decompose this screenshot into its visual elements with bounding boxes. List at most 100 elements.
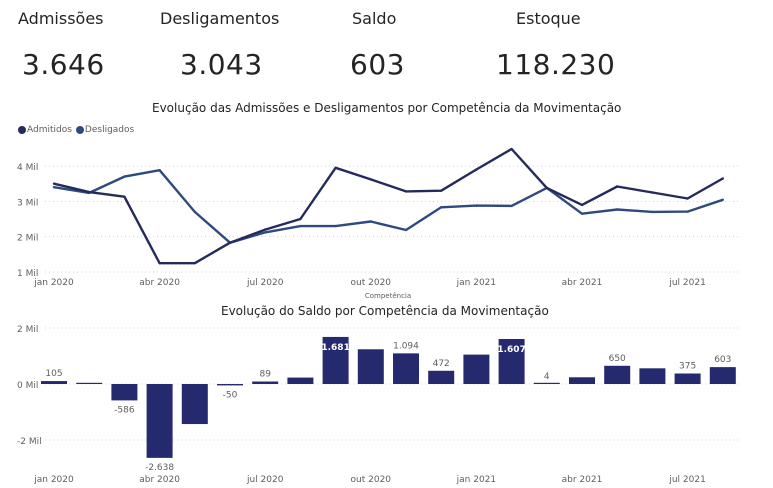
- data-label: 4: [544, 372, 550, 382]
- legend-label: Desligados: [84, 125, 135, 135]
- data-point: [651, 210, 654, 214]
- data-label: 375: [679, 362, 696, 372]
- x-tick-label: jul 2020: [246, 278, 284, 288]
- bar-chart-title: Evolução do Saldo por Competência da Mov…: [221, 304, 549, 318]
- x-tick-label: abr 2020: [139, 475, 180, 485]
- kpi-value: 603: [350, 48, 405, 81]
- legend-label: Admitidos: [27, 125, 72, 135]
- data-point: [510, 147, 513, 151]
- x-tick-label: jul 2021: [668, 475, 705, 485]
- data-point: [721, 198, 724, 202]
- data-point: [334, 224, 337, 228]
- series-line-admitidos: [53, 147, 724, 265]
- data-point: [651, 191, 654, 194]
- bar-out-2020: [357, 349, 384, 384]
- x-tick-label: out 2020: [351, 475, 392, 485]
- data-point: [369, 220, 372, 223]
- kpi-label: Estoque: [516, 9, 581, 28]
- data-point: [369, 178, 372, 181]
- data-label: 105: [45, 369, 62, 379]
- y-tick-label: -2 Mil: [17, 437, 42, 447]
- kpi-value: 118.230: [496, 48, 616, 81]
- bar-mar-2021: [533, 382, 560, 384]
- data-point: [52, 186, 56, 189]
- data-point: [264, 228, 267, 231]
- bar-abr-2021: [569, 377, 595, 384]
- bar-ago-2021: [709, 367, 736, 384]
- data-point: [580, 212, 584, 215]
- data-point: [404, 228, 408, 232]
- kpi-label: Desligamentos: [160, 9, 280, 28]
- data-point: [158, 261, 161, 265]
- bar-mai-2020: [181, 384, 208, 425]
- x-tick-label: abr 2021: [562, 278, 603, 288]
- line-chart-legend: Admitidos Desligados: [18, 125, 134, 135]
- data-label: 1.681: [321, 343, 349, 353]
- bar-abr-2020: [146, 384, 173, 458]
- bar-ago-2020: [287, 377, 314, 384]
- data-point: [440, 189, 443, 192]
- x-tick-label: jan 2021: [456, 475, 497, 485]
- data-point: [123, 175, 126, 178]
- bar-jun-2021: [639, 368, 666, 384]
- data-point: [158, 169, 161, 172]
- y-tick-label: 4 Mil: [17, 163, 38, 173]
- data-point: [686, 210, 689, 213]
- data-point: [721, 177, 724, 180]
- data-label: 472: [433, 359, 450, 369]
- data-point: [475, 204, 478, 207]
- data-point: [228, 241, 232, 244]
- bar-jan-2020: [41, 381, 67, 384]
- data-label: 89: [259, 370, 271, 380]
- series-line-desligados: [53, 169, 724, 244]
- data-point: [404, 190, 408, 193]
- data-point: [580, 203, 584, 207]
- x-tick-label: abr 2021: [562, 475, 603, 485]
- data-point: [475, 168, 478, 171]
- bar-set-2020: [322, 336, 349, 384]
- data-point: [123, 195, 126, 198]
- x-tick-label: abr 2020: [139, 278, 180, 288]
- data-point: [616, 185, 619, 188]
- data-label: 1.094: [393, 341, 419, 351]
- data-point: [193, 261, 196, 265]
- data-point: [545, 186, 548, 190]
- x-tick-label: jul 2020: [246, 475, 284, 485]
- bar-nov-2020: [393, 353, 419, 384]
- bar-dez-2020: [428, 370, 455, 384]
- bar-jul-2021: [674, 373, 701, 384]
- legend-dot-icon: [75, 126, 84, 134]
- legend-item-admitidos[interactable]: Admitidos: [18, 125, 72, 135]
- data-point: [52, 182, 56, 185]
- legend-item-desligados[interactable]: Desligados: [75, 125, 135, 135]
- legend-dot-icon: [18, 126, 26, 134]
- data-point: [510, 204, 513, 208]
- data-point: [299, 217, 302, 221]
- y-tick-label: 2 Mil: [17, 325, 38, 335]
- y-tick-label: 1 Mil: [17, 269, 38, 279]
- data-point: [264, 231, 267, 234]
- line-chart-title: Evolução das Admissões e Desligamentos p…: [152, 101, 622, 115]
- data-point: [88, 190, 91, 194]
- kpi-value: 3.043: [180, 48, 263, 81]
- x-tick-label: jan 2020: [33, 475, 74, 485]
- kpi-label: Saldo: [352, 9, 397, 28]
- x-tick-label: out 2020: [351, 278, 392, 288]
- data-point: [616, 208, 619, 211]
- y-tick-label: 0 Mil: [17, 381, 38, 391]
- bar-mai-2021: [604, 365, 631, 384]
- kpi-value: 3.646: [22, 48, 105, 81]
- data-label: -50: [223, 390, 238, 400]
- bar-fev-2020: [76, 382, 103, 384]
- data-point: [686, 197, 689, 200]
- y-tick-label: 3 Mil: [17, 198, 38, 208]
- x-tick-label: jan 2020: [33, 278, 74, 288]
- bar-chart: -2 Mil 0 Mil 2 Mil 105 -586 -2.638 -50 89 1.681 1…: [17, 325, 740, 485]
- y-tick-label: 2 Mil: [17, 234, 38, 244]
- bar-jul-2020: [252, 381, 279, 384]
- bar-jan-2021: [463, 354, 490, 384]
- x-tick-label: jul 2021: [668, 278, 705, 288]
- data-point: [193, 210, 196, 214]
- data-label: -586: [114, 405, 135, 415]
- data-label: 650: [609, 354, 626, 364]
